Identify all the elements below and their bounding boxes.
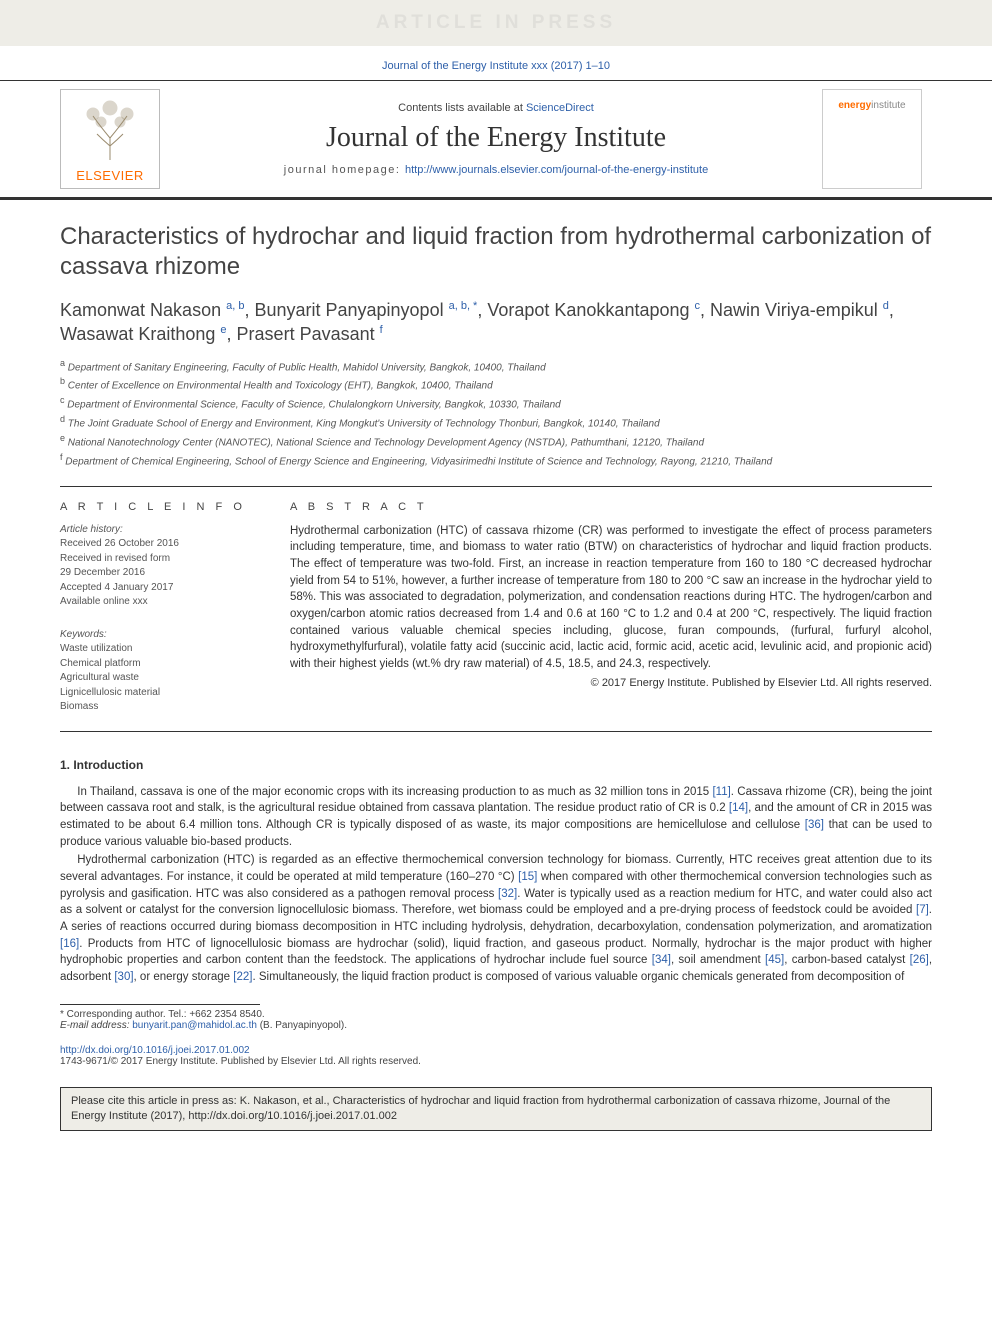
ref-link[interactable]: [26]	[910, 954, 929, 966]
homepage-prefix: journal homepage:	[284, 164, 405, 176]
abstract-column: A B S T R A C T Hydrothermal carbonizati…	[290, 501, 932, 715]
cite-box: Please cite this article in press as: K.…	[60, 1087, 932, 1132]
section-1-body: In Thailand, cassava is one of the major…	[60, 784, 932, 986]
ref-link[interactable]: [16]	[60, 938, 79, 950]
email-line: E-mail address: bunyarit.pan@mahidol.ac.…	[60, 1020, 932, 1031]
header-band: ELSEVIER Contents lists available at Sci…	[0, 80, 992, 200]
abstract-heading: A B S T R A C T	[290, 501, 932, 513]
homepage-line: journal homepage: http://www.journals.el…	[188, 164, 804, 176]
journal-reference: Journal of the Energy Institute xxx (201…	[0, 46, 992, 80]
email-address[interactable]: bunyarit.pan@mahidol.ac.th	[132, 1020, 257, 1031]
sciencedirect-link[interactable]: ScienceDirect	[526, 102, 594, 114]
history-line: Available online xxx	[60, 595, 260, 610]
article-in-press-banner: ARTICLE IN PRESS	[0, 0, 992, 46]
journal-cover: energyinstitute	[822, 89, 922, 189]
ref-link[interactable]: [15]	[518, 871, 537, 883]
journal-name: Journal of the Energy Institute	[188, 122, 804, 154]
affiliation: c Department of Environmental Science, F…	[60, 394, 932, 413]
rule-1	[60, 486, 932, 487]
contents-prefix: Contents lists available at	[398, 102, 526, 114]
ref-link[interactable]: [34]	[652, 954, 671, 966]
history-line: 29 December 2016	[60, 566, 260, 581]
article-history: Article history: Received 26 October 201…	[60, 523, 260, 610]
article-title: Characteristics of hydrochar and liquid …	[60, 222, 932, 282]
keyword: Lignicellulosic material	[60, 686, 260, 701]
abstract-text: Hydrothermal carbonization (HTC) of cass…	[290, 523, 932, 673]
affiliation: e National Nanotechnology Center (NANOTE…	[60, 432, 932, 451]
doi-line: http://dx.doi.org/10.1016/j.joei.2017.01…	[60, 1045, 932, 1056]
ref-link[interactable]: [30]	[114, 971, 133, 983]
body-paragraph: Hydrothermal carbonization (HTC) is rega…	[60, 852, 932, 985]
article-info-column: A R T I C L E I N F O Article history: R…	[60, 501, 260, 715]
contents-line: Contents lists available at ScienceDirec…	[188, 102, 804, 114]
keywords-label: Keywords:	[60, 628, 260, 643]
keyword: Waste utilization	[60, 642, 260, 657]
history-label: Article history:	[60, 523, 260, 538]
abstract-copyright: © 2017 Energy Institute. Published by El…	[290, 677, 932, 689]
elsevier-logo: ELSEVIER	[60, 89, 160, 189]
history-line: Accepted 4 January 2017	[60, 581, 260, 596]
ref-link[interactable]: [36]	[805, 819, 824, 831]
keywords: Keywords: Waste utilizationChemical plat…	[60, 628, 260, 715]
doi-link[interactable]: http://dx.doi.org/10.1016/j.joei.2017.01…	[60, 1045, 250, 1056]
cover-brand-light: institute	[871, 100, 905, 111]
ref-link[interactable]: [14]	[729, 802, 748, 814]
keyword: Chemical platform	[60, 657, 260, 672]
email-author: (B. Panyapinyopol).	[257, 1020, 347, 1031]
article-info-heading: A R T I C L E I N F O	[60, 501, 260, 513]
ref-link[interactable]: [7]	[916, 904, 929, 916]
affiliation: b Center of Excellence on Environmental …	[60, 375, 932, 394]
affiliations: a Department of Sanitary Engineering, Fa…	[60, 357, 932, 480]
issn-line: 1743-9671/© 2017 Energy Institute. Publi…	[60, 1056, 932, 1067]
ref-link[interactable]: [11]	[712, 786, 730, 798]
header-center: Contents lists available at ScienceDirec…	[188, 102, 804, 176]
corresponding-author: * Corresponding author. Tel.: +662 2354 …	[60, 1009, 932, 1020]
elsevier-text: ELSEVIER	[76, 168, 144, 188]
elsevier-tree-icon	[75, 98, 145, 163]
ref-link[interactable]: [32]	[498, 888, 517, 900]
authors: Kamonwat Nakason a, b, Bunyarit Panyapin…	[60, 298, 932, 347]
ref-link[interactable]: [45]	[765, 954, 784, 966]
homepage-link[interactable]: http://www.journals.elsevier.com/journal…	[405, 164, 708, 176]
history-line: Received 26 October 2016	[60, 537, 260, 552]
cover-brand: energyinstitute	[838, 100, 905, 111]
ref-link[interactable]: [22]	[233, 971, 252, 983]
email-label: E-mail address:	[60, 1020, 132, 1031]
affiliation: a Department of Sanitary Engineering, Fa…	[60, 357, 932, 376]
footnotes: * Corresponding author. Tel.: +662 2354 …	[60, 1005, 932, 1031]
affiliation: d The Joint Graduate School of Energy an…	[60, 413, 932, 432]
body-paragraph: In Thailand, cassava is one of the major…	[60, 784, 932, 851]
keyword: Biomass	[60, 700, 260, 715]
history-line: Received in revised form	[60, 552, 260, 567]
section-1-heading: 1. Introduction	[60, 758, 932, 772]
rule-2	[60, 731, 932, 732]
keyword: Agricultural waste	[60, 671, 260, 686]
affiliation: f Department of Chemical Engineering, Sc…	[60, 451, 932, 470]
cover-brand-bold: energy	[838, 100, 871, 111]
